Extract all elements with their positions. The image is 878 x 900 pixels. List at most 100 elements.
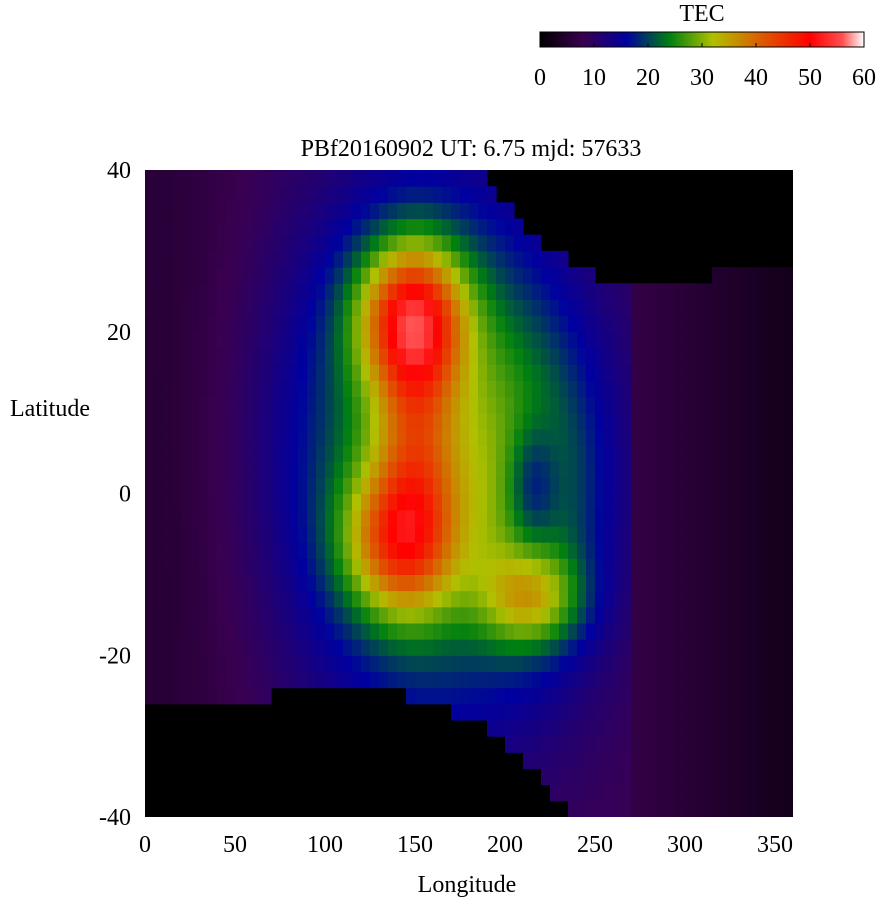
heatmap-cell	[748, 622, 758, 640]
heatmap-cell	[289, 444, 299, 462]
heatmap-cell	[298, 477, 308, 495]
heatmap-cell	[613, 412, 623, 430]
heatmap-cell	[766, 509, 776, 527]
heatmap-cell	[190, 170, 200, 187]
heatmap-cell	[757, 267, 767, 284]
heatmap-cell	[370, 283, 380, 300]
heatmap-cell	[289, 364, 299, 381]
heatmap-cell	[559, 606, 569, 624]
heatmap-cell	[487, 283, 497, 300]
heatmap-cell	[595, 687, 605, 705]
heatmap-cell	[361, 250, 371, 268]
heatmap-cell	[523, 234, 533, 252]
heatmap-cell	[685, 493, 695, 511]
heatmap-cell	[352, 364, 362, 381]
heatmap-cell	[784, 461, 793, 478]
heatmap-cell	[460, 186, 470, 203]
heatmap-cell	[748, 574, 758, 592]
heatmap-cell	[685, 525, 695, 543]
heatmap-cell	[694, 639, 704, 656]
heatmap-cell	[640, 364, 650, 381]
heatmap-cell	[712, 364, 722, 381]
heatmap-cell	[550, 380, 560, 398]
heatmap-cell	[739, 752, 749, 770]
heatmap-cell	[163, 461, 173, 478]
heatmap-cell	[631, 525, 641, 543]
heatmap-cell	[154, 283, 164, 300]
heatmap-cell	[154, 542, 164, 559]
heatmap-cell	[352, 396, 362, 414]
heatmap-cell	[397, 590, 407, 608]
y-axis-label: Latitude	[10, 396, 90, 422]
heatmap-cell	[532, 719, 542, 737]
heatmap-cell	[478, 622, 488, 640]
heatmap-cell	[748, 525, 758, 543]
heatmap-cell	[496, 364, 506, 381]
heatmap-cell	[145, 428, 155, 446]
heatmap-cell	[145, 364, 155, 381]
heatmap-cell	[334, 542, 344, 559]
heatmap-cell	[721, 380, 731, 398]
heatmap-cell	[550, 719, 560, 737]
heatmap-cell	[181, 639, 191, 656]
heatmap-cell	[568, 752, 578, 770]
x-axis-label: Longitude	[418, 872, 517, 898]
heatmap-cell	[721, 283, 731, 300]
heatmap-cell	[586, 590, 596, 608]
heatmap-cell	[280, 250, 290, 268]
heatmap-cell	[775, 299, 785, 317]
heatmap-cell	[235, 364, 245, 381]
heatmap-cell	[217, 542, 227, 559]
heatmap-cell	[712, 380, 722, 398]
heatmap-cell	[559, 396, 569, 414]
heatmap-cell	[406, 412, 416, 430]
heatmap-cell	[640, 299, 650, 317]
heatmap-cell	[154, 622, 164, 640]
heatmap-cell	[460, 444, 470, 462]
heatmap-cell	[478, 250, 488, 268]
heatmap-cell	[703, 622, 713, 640]
heatmap-cell	[226, 347, 236, 365]
heatmap-cell	[667, 752, 677, 770]
heatmap-cell	[316, 250, 326, 268]
heatmap-cell	[334, 574, 344, 592]
heatmap-cell	[406, 558, 416, 575]
heatmap-cell	[226, 655, 236, 673]
heatmap-cell	[361, 590, 371, 608]
heatmap-cell	[694, 736, 704, 753]
heatmap-cell	[478, 234, 488, 252]
heatmap-cell	[469, 202, 479, 220]
heatmap-cell	[532, 250, 542, 268]
heatmap-cell	[685, 719, 695, 737]
heatmap-cell	[307, 186, 317, 203]
heatmap-cell	[766, 606, 776, 624]
heatmap-cell	[361, 315, 371, 333]
heatmap-cell	[730, 639, 740, 656]
heatmap-cell	[154, 315, 164, 333]
heatmap-cell	[721, 736, 731, 753]
heatmap-cell	[271, 396, 281, 414]
heatmap-cell	[478, 283, 488, 300]
heatmap-cell	[568, 428, 578, 446]
heatmap-cell	[217, 250, 227, 268]
heatmap-cell	[334, 444, 344, 462]
heatmap-cell	[199, 412, 209, 430]
heatmap-cell	[289, 218, 299, 236]
heatmap-cell	[343, 299, 353, 317]
heatmap-cell	[451, 396, 461, 414]
heatmap-cell	[145, 347, 155, 365]
heatmap-cell	[631, 380, 641, 398]
heatmap-cell	[712, 428, 722, 446]
heatmap-cell	[784, 542, 793, 559]
heatmap-cell	[784, 768, 793, 786]
heatmap-cell	[595, 752, 605, 770]
heatmap-cell	[757, 380, 767, 398]
heatmap-cell	[604, 671, 614, 689]
heatmap-cell	[667, 299, 677, 317]
heatmap-cell	[370, 364, 380, 381]
heatmap-cell	[424, 234, 434, 252]
heatmap-cell	[181, 412, 191, 430]
heatmap-cell	[514, 461, 524, 478]
heatmap-cell	[676, 444, 686, 462]
heatmap-cell	[208, 525, 218, 543]
